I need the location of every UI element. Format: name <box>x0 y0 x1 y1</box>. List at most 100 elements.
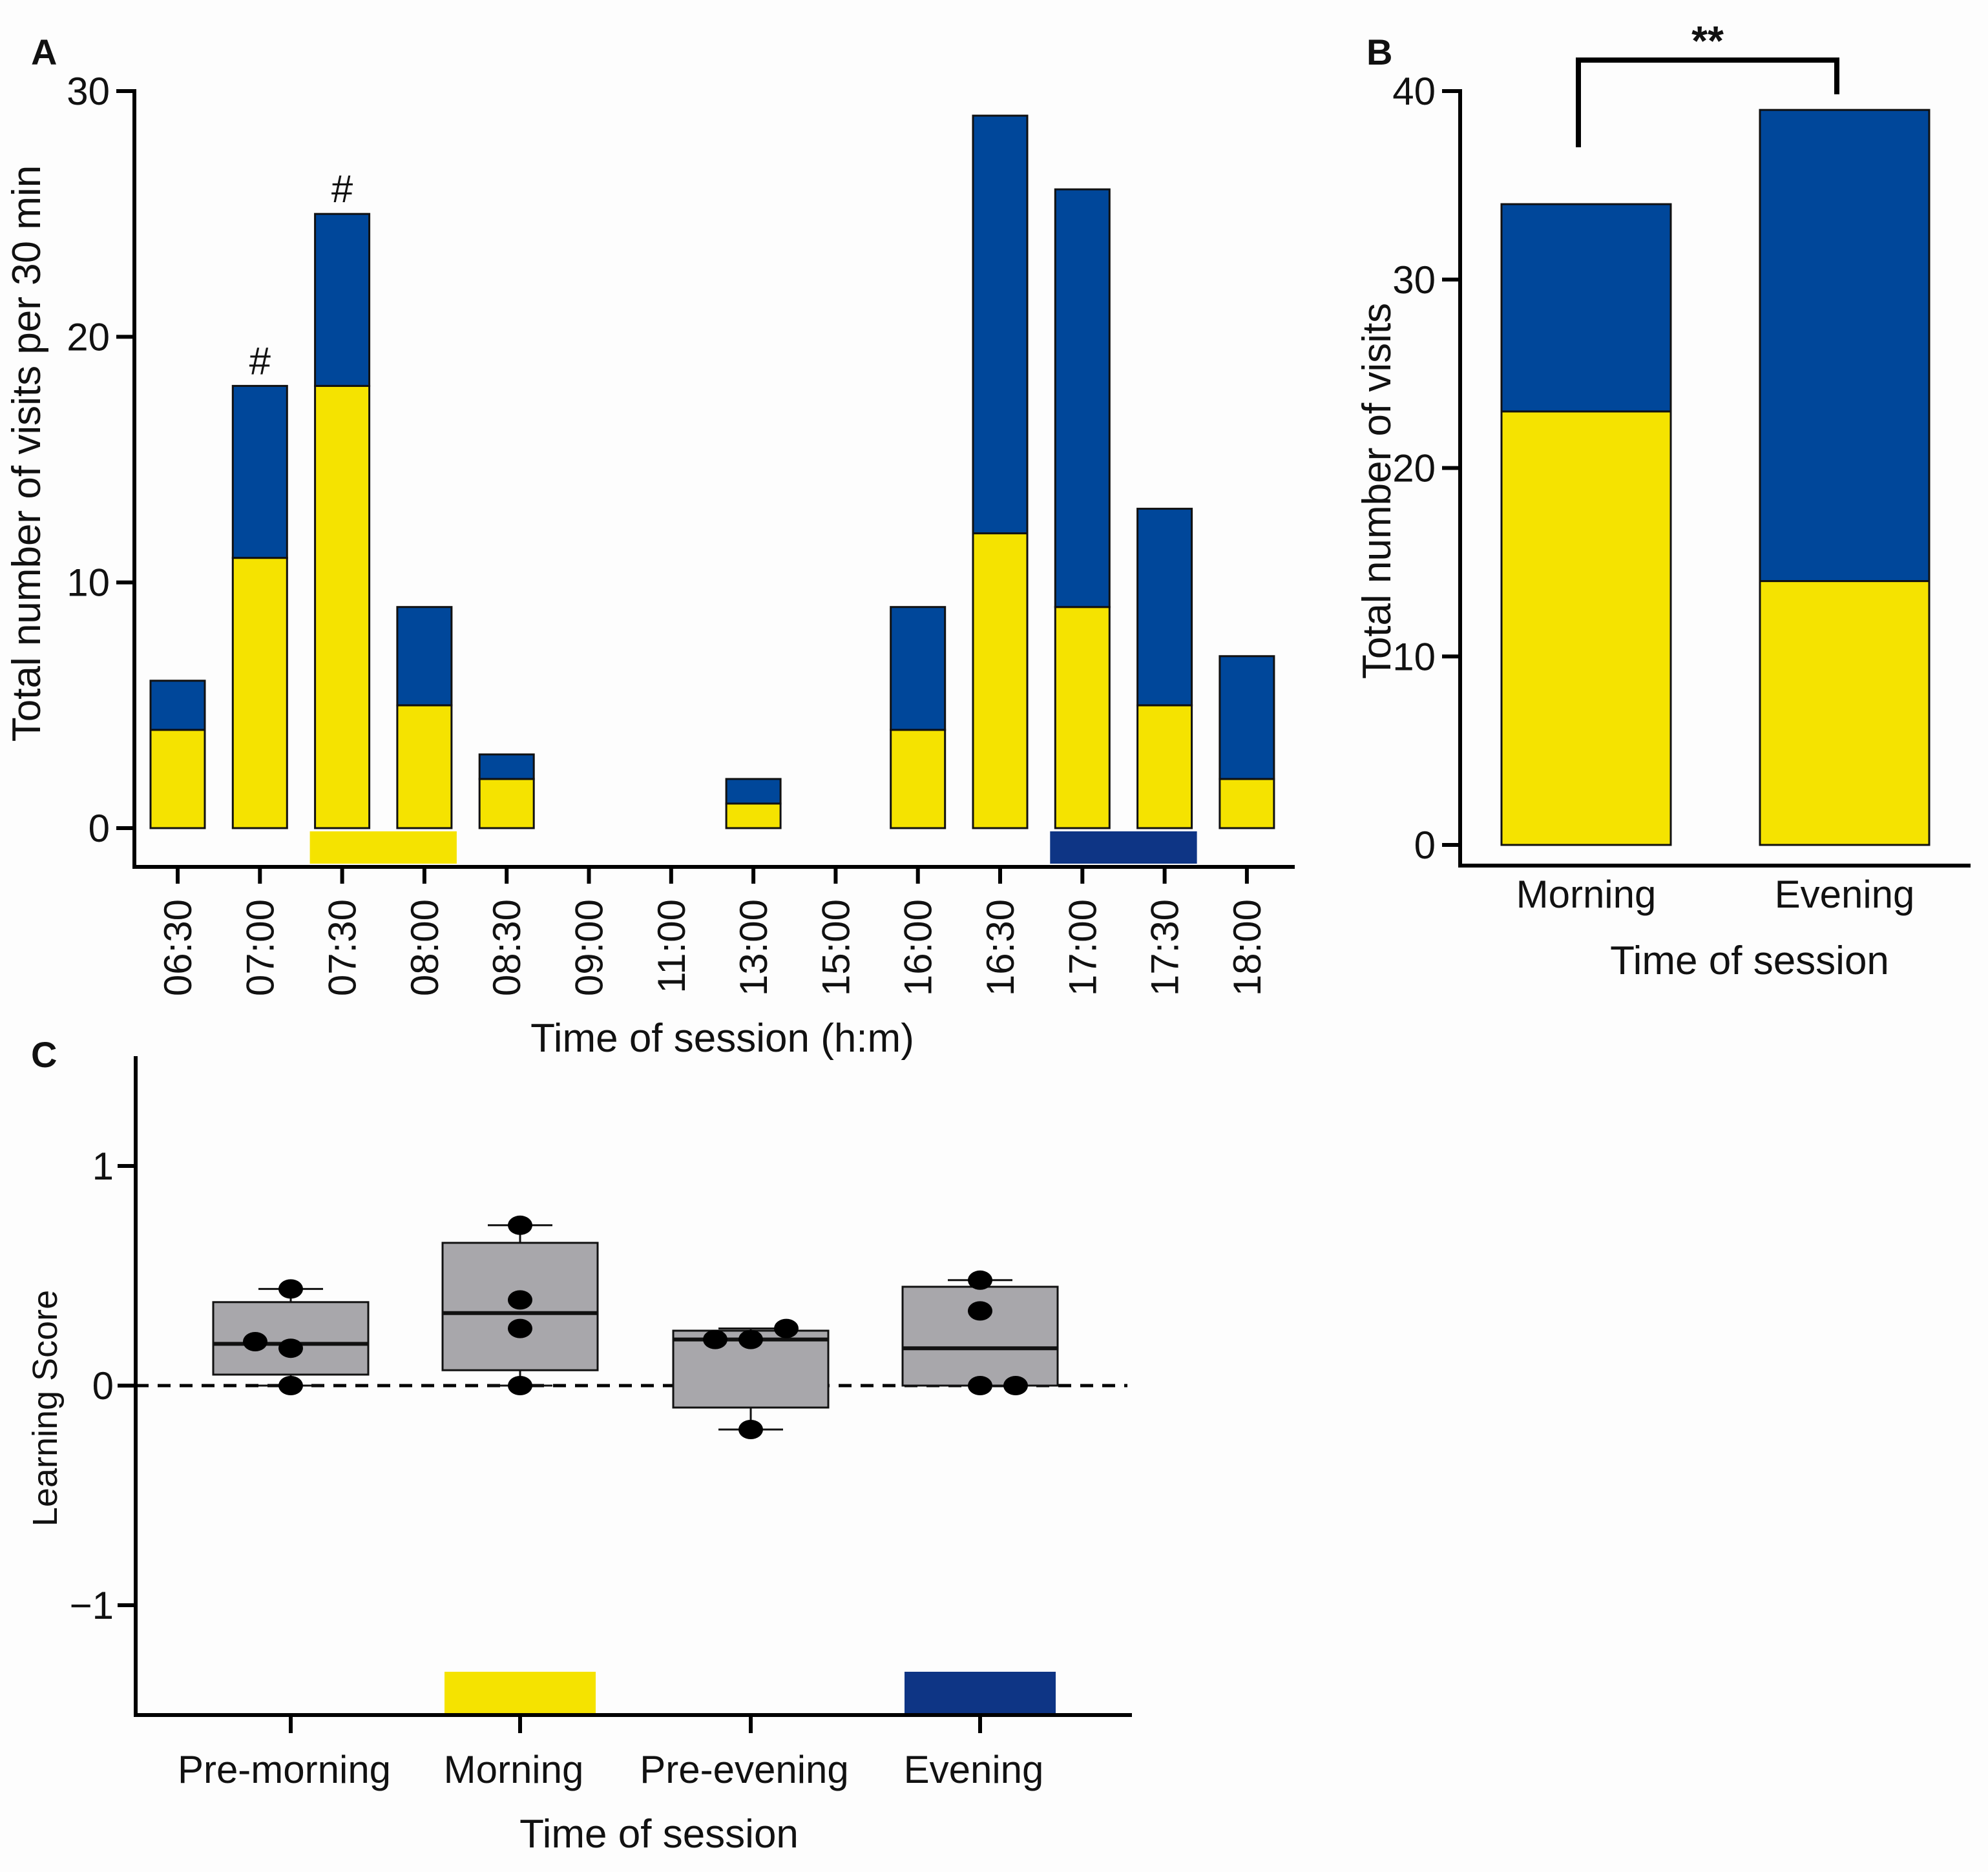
y-tick-label: 0 <box>89 807 110 850</box>
x-tick-label: Morning <box>1516 873 1657 916</box>
period-marker-yellow <box>309 831 457 864</box>
bar-yellow-1300 <box>725 802 782 829</box>
y-tick-label: 10 <box>67 561 110 605</box>
bar-blue-0730 <box>314 213 371 387</box>
x-tick-label: 18:00 <box>1226 899 1269 996</box>
x-tick-label: Pre-evening <box>640 1748 849 1791</box>
data-point <box>738 1420 763 1439</box>
x-tick-label: Pre-morning <box>178 1748 391 1791</box>
bar-yellow-0700 <box>231 557 288 829</box>
x-tick-label: Evening <box>1775 873 1915 916</box>
bar-yellow-1600 <box>890 729 947 829</box>
data-point <box>968 1270 992 1290</box>
panel-a-x-axis-title: Time of session (h:m) <box>530 1016 914 1061</box>
x-tick-label: Morning <box>444 1748 584 1791</box>
period-marker-navy <box>1050 831 1197 864</box>
x-tick-label: 16:00 <box>897 899 940 996</box>
bar-yellow-0630 <box>149 729 206 829</box>
bar-yellow-0800 <box>396 704 453 829</box>
y-tick-label: 10 <box>1392 635 1436 678</box>
bar-annotation: # <box>249 339 271 382</box>
x-tick-label: 08:00 <box>403 899 446 996</box>
y-tick-label: 20 <box>1392 447 1436 490</box>
box-pre-evening <box>672 1318 830 1439</box>
data-point <box>243 1332 267 1351</box>
panel-b-axes: 0 10 20 30 40 Morning Evening <box>1392 70 1971 916</box>
data-point <box>278 1376 303 1395</box>
x-tick-label: 11:00 <box>650 899 693 993</box>
y-tick-label: 1 <box>92 1145 114 1188</box>
data-point <box>968 1301 992 1321</box>
panel-c-plot <box>136 1215 1127 1715</box>
bar-blue-0800 <box>396 606 453 707</box>
x-tick-label: Evening <box>904 1748 1044 1791</box>
x-tick-label: 13:00 <box>732 899 775 996</box>
y-tick-label: 0 <box>92 1364 114 1408</box>
data-point <box>968 1376 992 1395</box>
bar-blue-0630 <box>149 680 206 731</box>
data-point <box>278 1279 303 1299</box>
bar-blue-0700 <box>231 384 288 559</box>
x-tick-label: 17:00 <box>1061 899 1104 996</box>
data-point <box>508 1290 532 1310</box>
bar-yellow-1630 <box>972 532 1029 829</box>
box-evening <box>901 1270 1059 1395</box>
bar-blue-1800 <box>1219 655 1275 780</box>
data-point <box>774 1318 799 1338</box>
bar-blue-evening <box>1759 109 1930 583</box>
x-tick-label: 15:00 <box>814 899 857 996</box>
data-point <box>508 1215 532 1235</box>
bar-blue-1600 <box>890 606 947 731</box>
bar-blue-1730 <box>1136 508 1193 707</box>
data-point <box>1003 1376 1028 1395</box>
x-tick-label: 16:30 <box>979 899 1022 996</box>
panel-b-x-axis-title: Time of session <box>1610 939 1889 983</box>
y-tick-label: 30 <box>67 70 110 113</box>
y-tick-label: 0 <box>1414 824 1436 867</box>
period-marker-yellow <box>445 1672 596 1715</box>
x-tick-label: 07:30 <box>321 899 364 996</box>
data-point <box>738 1329 763 1349</box>
panel-b-bars: ** <box>1500 17 1930 846</box>
panel-c-x-axis-title: Time of session <box>519 1812 799 1856</box>
bar-yellow-1800 <box>1219 778 1275 829</box>
panel-c-axes: −1 0 1 Pre-morning Morning Pre-evening Evening <box>70 1056 1132 1791</box>
panel-a-letter: A <box>31 32 57 72</box>
x-tick-label: 17:30 <box>1144 899 1187 996</box>
y-tick-label: 20 <box>67 315 110 359</box>
box-morning <box>441 1215 599 1395</box>
data-point <box>508 1376 532 1395</box>
bar-blue-morning <box>1500 203 1672 413</box>
data-point <box>703 1329 727 1349</box>
panel-a-bars: ## <box>149 114 1275 864</box>
x-tick-label: 06:30 <box>156 899 200 996</box>
bar-blue-1700 <box>1054 188 1111 608</box>
bar-blue-0830 <box>478 753 535 780</box>
period-marker-navy <box>905 1672 1056 1715</box>
data-point <box>278 1338 303 1358</box>
bar-annotation: # <box>331 167 353 211</box>
panel-a-y-axis-title: Total number of visits per 30 min <box>5 165 49 742</box>
panel-c-y-axis-title: Learning Score <box>26 1290 65 1526</box>
panel-b-y-axis-title: Total number of visits <box>1355 303 1399 679</box>
y-tick-label: 30 <box>1392 258 1436 302</box>
x-tick-label: 09:00 <box>568 899 611 996</box>
bar-yellow-morning <box>1500 410 1672 846</box>
box-pre-morning <box>212 1279 370 1395</box>
panel-c-letter: C <box>31 1034 57 1075</box>
y-tick-label: −1 <box>70 1584 114 1627</box>
bar-yellow-0830 <box>478 778 535 829</box>
bar-blue-1300 <box>725 778 782 805</box>
panel-a-axes: 0 10 20 30 06:30 07:00 07:30 08:00 08:30 09:00 11:… <box>67 70 1295 996</box>
bar-yellow-evening <box>1759 580 1930 846</box>
x-tick-label: 07:00 <box>238 899 282 996</box>
bar-yellow-0730 <box>314 384 371 829</box>
panel-c: C −1 0 1 Pre-morning Morning Pre-evening Eveni… <box>26 1034 1132 1856</box>
bar-blue-1630 <box>972 114 1029 535</box>
y-tick-label: 40 <box>1392 70 1436 113</box>
bar-yellow-1700 <box>1054 606 1111 829</box>
panel-b-letter: B <box>1366 32 1392 72</box>
bar-yellow-1730 <box>1136 704 1193 829</box>
